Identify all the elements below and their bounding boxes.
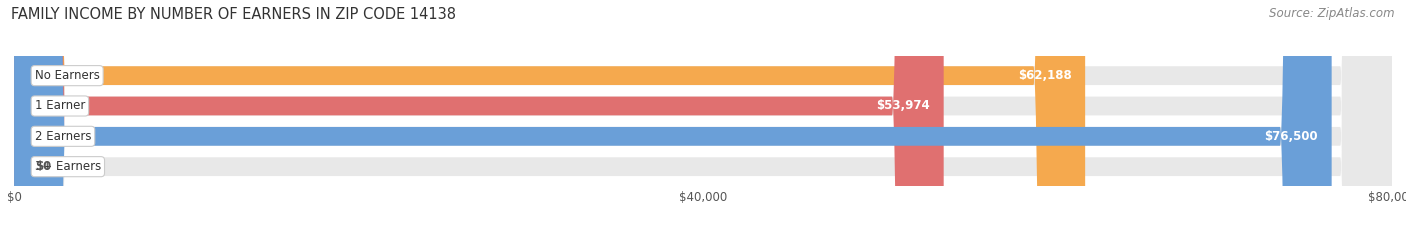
- FancyBboxPatch shape: [14, 0, 943, 233]
- Text: $53,974: $53,974: [876, 99, 929, 113]
- Text: FAMILY INCOME BY NUMBER OF EARNERS IN ZIP CODE 14138: FAMILY INCOME BY NUMBER OF EARNERS IN ZI…: [11, 7, 457, 22]
- FancyBboxPatch shape: [14, 0, 1085, 233]
- FancyBboxPatch shape: [14, 0, 1392, 233]
- Text: $76,500: $76,500: [1264, 130, 1317, 143]
- Text: 3+ Earners: 3+ Earners: [35, 160, 101, 173]
- Text: 2 Earners: 2 Earners: [35, 130, 91, 143]
- FancyBboxPatch shape: [14, 0, 1392, 233]
- FancyBboxPatch shape: [14, 0, 1331, 233]
- Text: $0: $0: [35, 160, 51, 173]
- FancyBboxPatch shape: [14, 0, 1392, 233]
- Text: $62,188: $62,188: [1018, 69, 1071, 82]
- FancyBboxPatch shape: [14, 0, 1392, 233]
- Text: No Earners: No Earners: [35, 69, 100, 82]
- Text: Source: ZipAtlas.com: Source: ZipAtlas.com: [1270, 7, 1395, 20]
- Text: 1 Earner: 1 Earner: [35, 99, 86, 113]
